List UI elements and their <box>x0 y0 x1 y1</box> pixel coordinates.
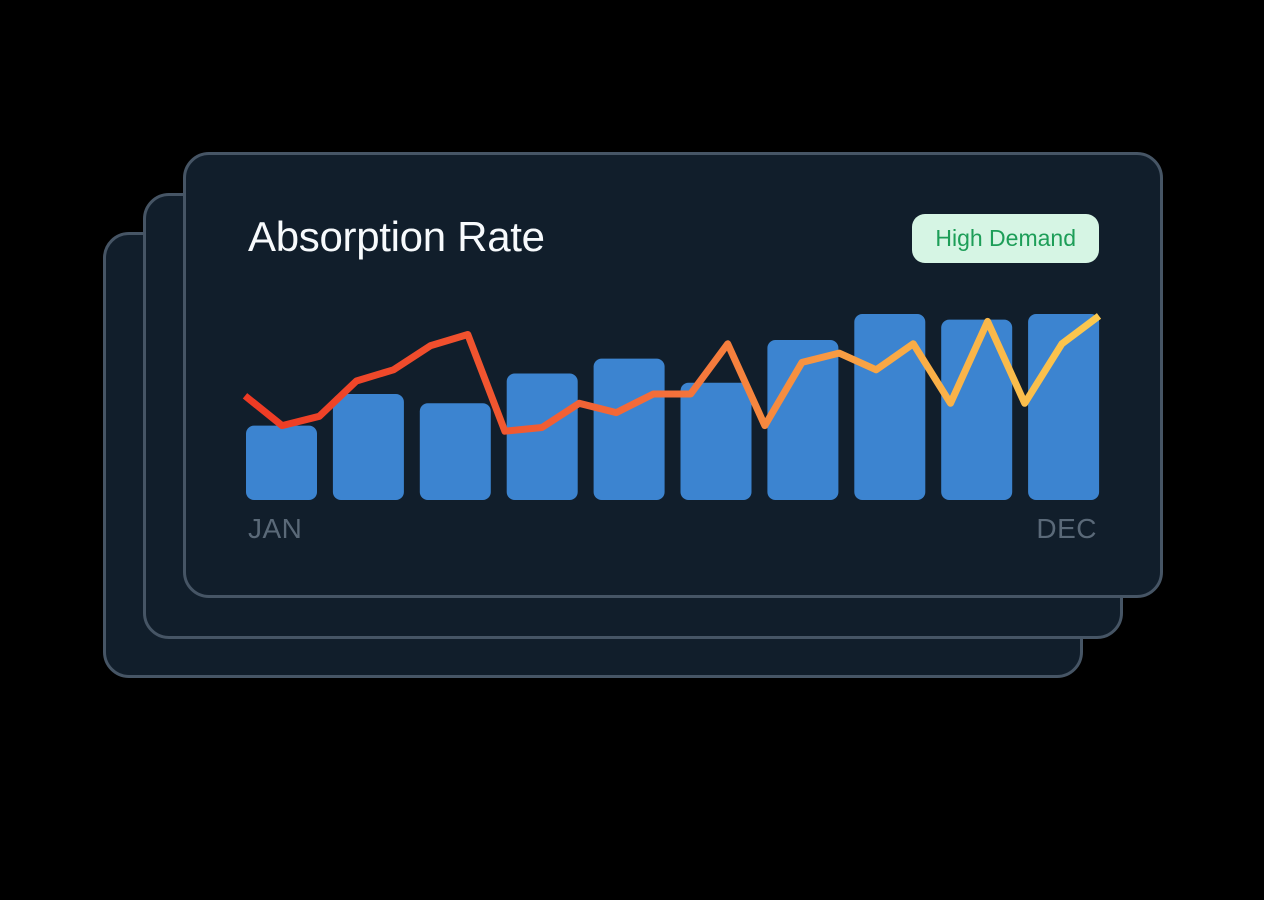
bar-5 <box>593 358 665 500</box>
card-title: Absorption Rate <box>248 213 545 260</box>
high-demand-badge: High Demand <box>912 214 1099 263</box>
absorption-rate-card: Absorption Rate High Demand JAN DEC <box>183 152 1163 598</box>
bar-1 <box>246 425 317 500</box>
axis-label-jan: JAN <box>248 513 303 544</box>
bar-7 <box>767 340 839 500</box>
bar-6 <box>680 382 752 500</box>
axis-label-dec: DEC <box>1036 513 1097 544</box>
bar-2 <box>332 394 404 500</box>
bar-9 <box>941 319 1013 500</box>
trend-line <box>242 313 1102 435</box>
bar-4 <box>506 373 578 500</box>
bar-10 <box>1028 314 1100 500</box>
bar-8 <box>854 314 926 500</box>
chart-svg <box>242 313 1102 500</box>
bar-3 <box>419 403 491 500</box>
